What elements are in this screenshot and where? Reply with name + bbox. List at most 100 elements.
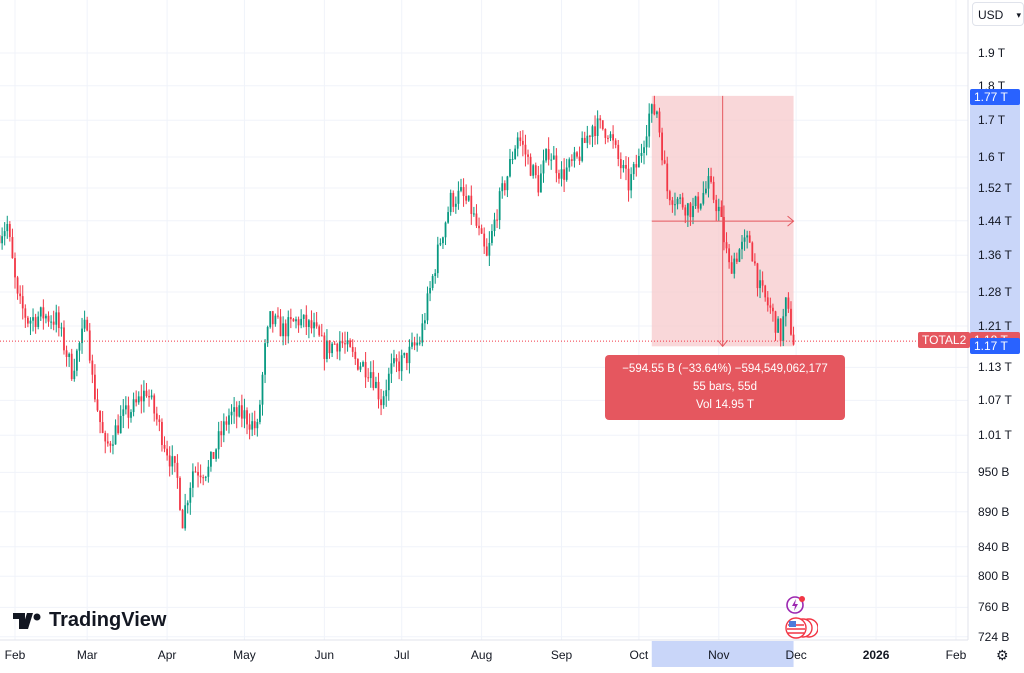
candle-body (743, 237, 746, 242)
lightning-event-icon[interactable] (786, 595, 806, 620)
candle-body (625, 164, 627, 169)
us-flag-events-icon[interactable] (784, 617, 819, 644)
measure-change: −594.55 B (−33.64%) −594,549,062,177 (622, 363, 828, 375)
candle-body (24, 308, 27, 318)
candle-body (289, 317, 292, 320)
candle-body (292, 319, 295, 322)
price-axis-label: 1.01 T (978, 428, 1012, 443)
candle-body (547, 149, 550, 160)
chevron-down-icon: ▾ (1016, 10, 1021, 20)
candle-body (179, 477, 181, 510)
candle-body (161, 421, 163, 445)
candle-body (720, 206, 723, 217)
candle-body (568, 159, 571, 168)
candle-body (488, 242, 491, 256)
candle-body (320, 335, 323, 337)
candle-body (73, 370, 76, 380)
candle-body (560, 169, 563, 179)
candle-body (679, 197, 682, 199)
candle-body (356, 358, 359, 370)
candle-body (132, 399, 135, 413)
candle-body (563, 169, 566, 180)
candle-body (81, 328, 83, 344)
candle-body (470, 195, 473, 214)
candle-body (511, 158, 514, 160)
settings-gear-icon[interactable]: ⚙ (996, 647, 1009, 663)
candle-body (207, 466, 210, 477)
price-axis-label: 1.28 T (978, 284, 1012, 299)
tradingview-logo[interactable]: TradingView (13, 609, 166, 632)
candle-body (637, 155, 640, 168)
candle-body (449, 192, 452, 213)
candle-body (769, 305, 772, 308)
candle-body (37, 316, 40, 327)
arrow-right-icon (787, 215, 795, 227)
candle-body (462, 187, 465, 196)
candle-body (782, 316, 785, 342)
candle-body (168, 455, 171, 467)
price-axis-label: 800 B (978, 569, 1010, 584)
candle-body (527, 154, 529, 157)
candle-body (326, 340, 328, 359)
candle-body (166, 448, 169, 456)
candle-body (545, 149, 547, 161)
candle-body (784, 297, 787, 317)
candle-body (21, 296, 24, 309)
candle-body (328, 340, 331, 354)
candle-body (735, 258, 738, 262)
candle-body (114, 425, 117, 445)
price-axis-label: 724 B (978, 629, 1010, 644)
candle-body (307, 320, 310, 327)
candle-body (305, 314, 308, 327)
candle-body (158, 419, 161, 422)
candle-body (398, 361, 401, 372)
candle-body (184, 505, 187, 529)
candle-body (215, 449, 217, 459)
candle-body (472, 213, 475, 215)
candle-body (63, 327, 65, 351)
symbol-tag: TOTAL2 (918, 332, 971, 348)
candle-body (57, 312, 60, 329)
candle-body (753, 261, 756, 264)
candle-body (705, 188, 707, 193)
measure-volume: Vol 14.95 T (696, 399, 754, 411)
candle-body (341, 340, 344, 344)
candle-body (220, 431, 223, 436)
candle-body (55, 312, 58, 325)
currency-selector[interactable]: USD ▾ (972, 2, 1024, 26)
candle-body (300, 318, 303, 326)
candle-body (537, 175, 540, 193)
candle-body (565, 167, 568, 180)
candle-body (663, 160, 666, 164)
candle-body (439, 243, 442, 245)
candle-body (444, 222, 447, 238)
candle-body (112, 444, 114, 446)
candle-body (723, 216, 725, 243)
time-axis-label: Feb (4, 648, 26, 662)
candle-body (135, 399, 138, 403)
candle-body (277, 315, 279, 317)
measure-lines (651, 95, 795, 348)
candle-body (614, 140, 617, 145)
candle-body (506, 176, 509, 191)
candle-body (367, 377, 370, 379)
candle-body (380, 399, 382, 406)
candle-body (751, 242, 754, 262)
candle-body (19, 293, 22, 297)
candle-body (632, 164, 635, 175)
candle-body (692, 206, 694, 218)
candle-body (387, 373, 390, 391)
candle-body (496, 219, 498, 221)
candle-body (509, 159, 511, 177)
candle-body (774, 311, 777, 333)
candle-body (697, 196, 700, 209)
candle-body (514, 148, 517, 159)
candle-body (32, 317, 34, 321)
candle-body (681, 197, 684, 208)
candle-body (86, 319, 89, 331)
candle-body (619, 159, 622, 169)
candle-body (351, 346, 354, 352)
candle-body (271, 311, 274, 325)
time-axis-label: Mar (76, 648, 98, 662)
